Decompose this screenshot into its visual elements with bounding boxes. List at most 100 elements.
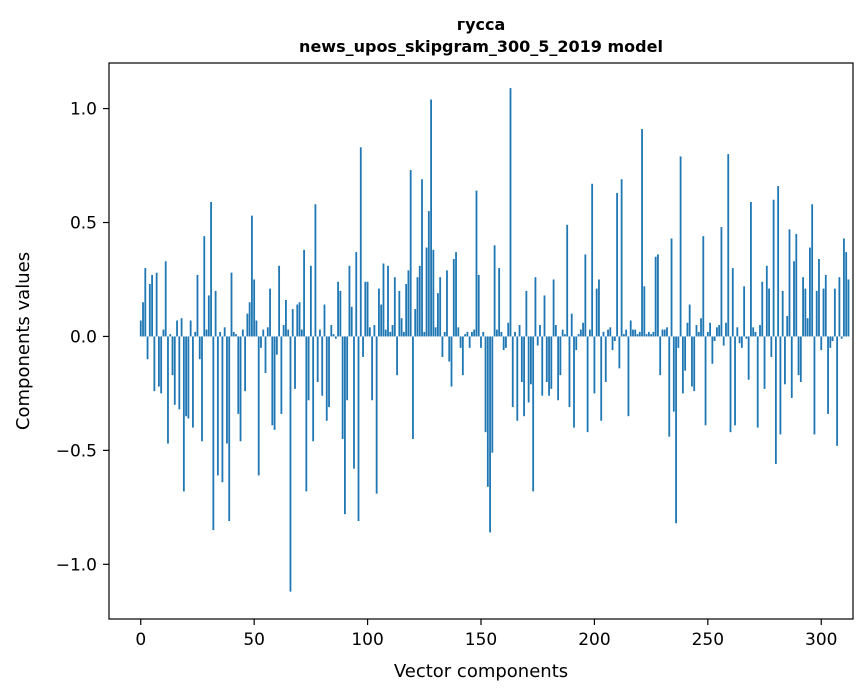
- bar-149: [477, 274, 480, 337]
- bar-214: [625, 329, 628, 337]
- bar-98: [362, 336, 364, 357]
- bar-148: [475, 190, 478, 337]
- bar-99: [364, 281, 367, 337]
- bar-235: [672, 336, 675, 412]
- bar-15: [173, 336, 176, 405]
- bar-13: [169, 334, 172, 337]
- bar-298: [815, 290, 818, 337]
- bar-37: [223, 327, 226, 337]
- bar-146: [471, 331, 473, 337]
- bar-113: [396, 336, 398, 376]
- bar-209: [613, 336, 616, 341]
- bar-167: [518, 325, 521, 337]
- bar-178: [543, 295, 546, 337]
- bar-226: [652, 331, 655, 337]
- bar-225: [650, 334, 653, 337]
- bar-237: [677, 336, 680, 348]
- bar-303: [827, 336, 829, 414]
- bar-162: [507, 322, 510, 337]
- bar-173: [532, 336, 535, 492]
- bar-55: [264, 336, 267, 373]
- bar-133: [441, 336, 444, 357]
- bar-33: [214, 290, 217, 337]
- bar-65: [287, 329, 290, 337]
- bar-142: [461, 336, 464, 376]
- bar-286: [788, 229, 791, 337]
- bar-276: [765, 265, 768, 337]
- bar-283: [781, 290, 784, 337]
- bar-248: [702, 236, 705, 337]
- bar-156: [493, 245, 496, 337]
- bar-84: [330, 325, 333, 337]
- bar-171: [527, 336, 530, 403]
- bar-123: [418, 265, 421, 337]
- bar-305: [831, 336, 834, 341]
- bar-296: [811, 204, 814, 337]
- bar-60: [275, 336, 278, 355]
- bar-108: [384, 329, 387, 337]
- bar-77: [314, 204, 317, 337]
- bar-271: [754, 331, 757, 337]
- bar-52: [257, 336, 260, 476]
- bar-294: [806, 318, 809, 337]
- bar-102: [371, 336, 374, 401]
- x-tick-label: 150: [465, 630, 497, 650]
- bar-311: [845, 252, 848, 337]
- bar-100: [366, 281, 369, 337]
- bar-194: [579, 329, 582, 337]
- bar-46: [244, 336, 246, 392]
- bar-174: [534, 277, 537, 337]
- bar-176: [539, 325, 541, 337]
- bar-32: [212, 336, 215, 531]
- x-tick-label: 300: [805, 630, 837, 650]
- y-axis-label: Components values: [13, 252, 34, 430]
- bar-138: [452, 258, 455, 337]
- bar-87: [337, 281, 339, 337]
- bar-150: [480, 336, 482, 348]
- bar-70: [298, 302, 301, 337]
- bar-277: [768, 288, 770, 337]
- bar-269: [750, 202, 752, 337]
- bar-188: [566, 224, 569, 337]
- bar-39: [228, 336, 231, 522]
- bar-43: [237, 336, 240, 414]
- bar-163: [509, 88, 512, 337]
- bar-270: [752, 327, 755, 337]
- bar-244: [693, 336, 696, 392]
- bar-75: [309, 265, 312, 337]
- bar-206: [607, 329, 609, 337]
- bar-5: [151, 274, 153, 337]
- bar-95: [355, 252, 358, 337]
- bar-265: [740, 336, 743, 348]
- bar-97: [359, 147, 362, 337]
- bar-222: [643, 286, 646, 337]
- bar-30: [207, 295, 210, 337]
- bar-110: [389, 331, 392, 337]
- bar-168: [520, 336, 523, 383]
- bar-41: [232, 331, 235, 337]
- bar-12: [167, 336, 169, 444]
- bar-181: [550, 336, 553, 389]
- bar-107: [382, 263, 385, 337]
- bar-71: [300, 329, 303, 337]
- bar-61: [278, 265, 281, 337]
- bar-157: [495, 329, 498, 337]
- bar-101: [368, 327, 371, 337]
- x-axis-ticks: 0 50 100 150 200 250 300: [135, 619, 837, 650]
- y-tick-label: −1.0: [56, 555, 97, 575]
- bar-94: [353, 336, 355, 469]
- bar-78: [316, 336, 319, 383]
- bar-73: [305, 336, 308, 492]
- bar-161: [505, 336, 507, 348]
- bar-58: [271, 336, 274, 426]
- bar-189: [568, 336, 571, 408]
- bar-25: [196, 274, 199, 337]
- bar-204: [602, 331, 605, 337]
- bar-154: [489, 336, 491, 533]
- bar-292: [802, 277, 804, 337]
- bar-230: [661, 329, 664, 337]
- bar-254: [716, 327, 718, 337]
- bar-96: [357, 336, 360, 522]
- bar-266: [743, 286, 746, 337]
- bar-308: [838, 277, 841, 337]
